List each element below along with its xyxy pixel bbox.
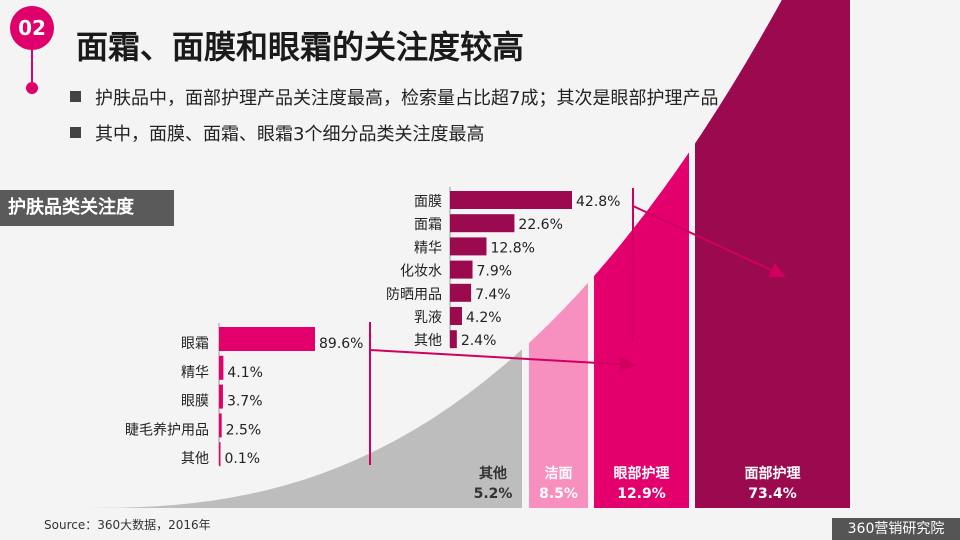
- bar-4: [219, 442, 221, 467]
- brand-logo: 360营销研究院: [832, 518, 960, 540]
- bar-value-label: 42.8%: [576, 194, 620, 210]
- decor-line: [31, 40, 33, 94]
- face-care-bar-chart: 面膜 42.8% 面霜 22.6% 精华 12.8% 化妆水 7.9% 防晒用品 7.4% 乳液 4.…: [386, 187, 620, 349]
- bar-2: [450, 237, 487, 256]
- bar-value-label: 22.6%: [518, 217, 562, 233]
- bar-value-label: 0.1%: [225, 451, 261, 467]
- area-value-label: 12.9%: [617, 486, 666, 502]
- bar-4: [450, 283, 472, 302]
- bullet-2-text: 其中，面膜、面霜、眼霜3个细分品类关注度最高: [95, 124, 485, 145]
- area-value-label: 73.4%: [748, 486, 797, 502]
- bar-category-label: 眼膜: [181, 394, 209, 410]
- bar-2: [219, 384, 223, 409]
- bar-category-label: 其他: [414, 333, 442, 349]
- bar-value-label: 4.2%: [466, 310, 502, 326]
- connector-arrows: [369, 188, 786, 465]
- decor-dot: [26, 82, 38, 94]
- bullet-1: 护肤品中，面部护理产品关注度最高，检索量占比超7成；其次是眼部护理产品: [70, 84, 718, 110]
- bullet-2: 其中，面膜、面霜、眼霜3个细分品类关注度最高: [70, 120, 484, 146]
- face-arrow: [632, 205, 786, 278]
- bar-1: [219, 355, 224, 380]
- page-title: 面霜、面膜和眼霜的关注度较高: [76, 28, 525, 66]
- area-category-label: 洁面: [545, 465, 573, 482]
- bar-3: [450, 260, 473, 279]
- bar-category-label: 化妆水: [400, 264, 442, 280]
- bar-category-label: 睫毛养护用品: [125, 422, 209, 438]
- bar-category-label: 面膜: [414, 194, 442, 210]
- bar-category-label: 防晒用品: [386, 287, 442, 303]
- bar-value-label: 3.7%: [227, 394, 263, 410]
- bar-category-label: 其他: [181, 451, 209, 467]
- area-value-label: 8.5%: [539, 486, 578, 502]
- source-note: Source：360大数据，2016年: [44, 518, 211, 532]
- eye-arrow: [369, 349, 636, 373]
- bar-value-label: 7.4%: [475, 287, 511, 303]
- section-number-badge: 02: [10, 6, 54, 50]
- area-value-label: 5.2%: [474, 486, 513, 502]
- area-category-label: 面部护理: [745, 465, 801, 482]
- bar-category-label: 乳液: [414, 310, 442, 326]
- bar-value-label: 4.1%: [227, 365, 263, 381]
- area-band-1: [529, 282, 588, 508]
- area-category-label: 眼部护理: [614, 465, 670, 482]
- eye-care-bar-chart: 眼霜 89.6% 精华 4.1% 眼膜 3.7% 睫毛养护用品 2.5% 其他 0.1%: [125, 323, 363, 467]
- bar-value-label: 89.6%: [319, 336, 363, 352]
- square-bullet-icon: [70, 91, 81, 102]
- area-band-3: [695, 0, 850, 508]
- square-bullet-icon: [70, 127, 81, 138]
- bar-5: [450, 307, 462, 325]
- bar-category-label: 精华: [181, 365, 209, 381]
- bullet-1-text: 护肤品中，面部护理产品关注度最高，检索量占比超7成；其次是眼部护理产品: [95, 88, 719, 109]
- bar-6: [450, 330, 457, 349]
- bar-1: [450, 214, 515, 233]
- area-category-label: 其他: [479, 465, 507, 482]
- bar-value-label: 2.4%: [461, 333, 497, 349]
- bar-value-label: 12.8%: [490, 240, 534, 256]
- bar-value-label: 7.9%: [477, 264, 513, 280]
- bar-value-label: 2.5%: [226, 422, 262, 438]
- section-label: 护肤品类关注度: [0, 190, 174, 226]
- bar-category-label: 精华: [414, 240, 442, 256]
- area-band-0: [84, 349, 522, 508]
- bar-0: [219, 327, 315, 351]
- category-area-chart: 其他 5.2% 洁面 8.5% 眼部护理 12.9% 面部护理 73.4%: [84, 0, 850, 508]
- bar-0: [450, 191, 572, 209]
- bar-3: [219, 413, 222, 438]
- area-band-2: [594, 152, 689, 508]
- bar-category-label: 眼霜: [181, 336, 209, 352]
- bar-category-label: 面霜: [414, 217, 442, 233]
